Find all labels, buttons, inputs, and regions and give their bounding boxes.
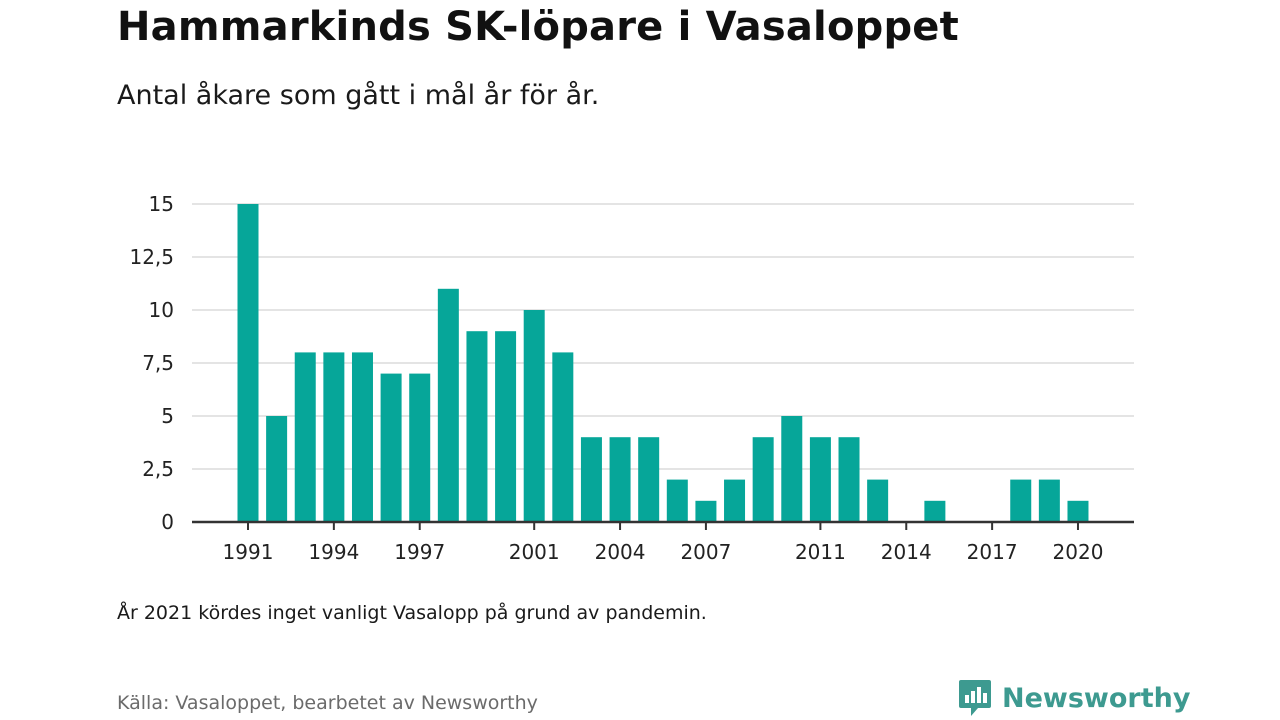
bar-1994 [323,352,345,522]
y-tick-label: 12,5 [129,245,174,269]
bar-2020 [1067,500,1089,522]
bar-1999 [466,331,488,522]
bar-2015 [924,500,946,522]
y-tick-label: 10 [149,298,174,322]
x-tick-label: 2014 [881,540,932,564]
bar-chart: 0 2,5 5 7,5 10 12,5 15 1991 1994 1997 2001 2004 2007… [129,192,1134,564]
bar-2009 [752,437,774,522]
bar-1995 [351,352,373,522]
bar-2011 [809,437,831,522]
x-tick-label: 1991 [223,540,274,564]
y-tick-label: 2,5 [142,457,174,481]
x-tick-label: 1994 [308,540,359,564]
bars [237,204,1089,522]
bar-2004 [609,437,631,522]
x-tick-label: 2020 [1053,540,1104,564]
tick-labels: 0 2,5 5 7,5 10 12,5 15 1991 1994 1997 2001 2004 2007… [129,192,1103,564]
gridlines [192,203,1134,470]
chart-title: Hammarkinds SK-löpare i Vasaloppet [117,4,959,50]
x-tick-label: 2007 [680,540,731,564]
axes [192,520,1134,530]
bar-2001 [523,310,545,522]
source-credit: Källa: Vasaloppet, bearbetet av Newswort… [117,692,538,714]
bar-2005 [638,437,660,522]
brand-logo: Newsworthy [958,678,1190,718]
x-tick-label: 2001 [509,540,560,564]
bar-1998 [437,288,459,522]
bar-1992 [266,416,288,522]
bar-1996 [380,373,402,522]
bar-2019 [1038,479,1060,522]
footnote: År 2021 kördes inget vanligt Vasalopp på… [117,602,707,624]
bar-1997 [409,373,431,522]
newsworthy-chart-logo-icon [959,680,991,716]
x-tick-label: 1997 [394,540,445,564]
x-tick-label: 2004 [595,540,646,564]
bar-2018 [1010,479,1032,522]
bar-2006 [666,479,688,522]
bar-2000 [495,331,517,522]
bar-2008 [724,479,746,522]
bar-2002 [552,352,574,522]
bar-2007 [695,500,717,522]
y-tick-label: 15 [149,192,174,216]
chart-subtitle: Antal åkare som gått i mål år för år. [117,80,600,111]
x-tick-label: 2017 [967,540,1018,564]
bar-2012 [838,437,860,522]
y-tick-label: 7,5 [142,351,174,375]
bar-2010 [781,416,803,522]
y-tick-label: 0 [161,510,174,534]
bar-2003 [580,437,602,522]
bar-1993 [294,352,316,522]
bar-2013 [867,479,889,522]
x-tick-label: 2011 [795,540,846,564]
brand-name: Newsworthy [1002,682,1191,714]
bar-1991 [237,204,259,522]
y-tick-label: 5 [161,404,174,428]
